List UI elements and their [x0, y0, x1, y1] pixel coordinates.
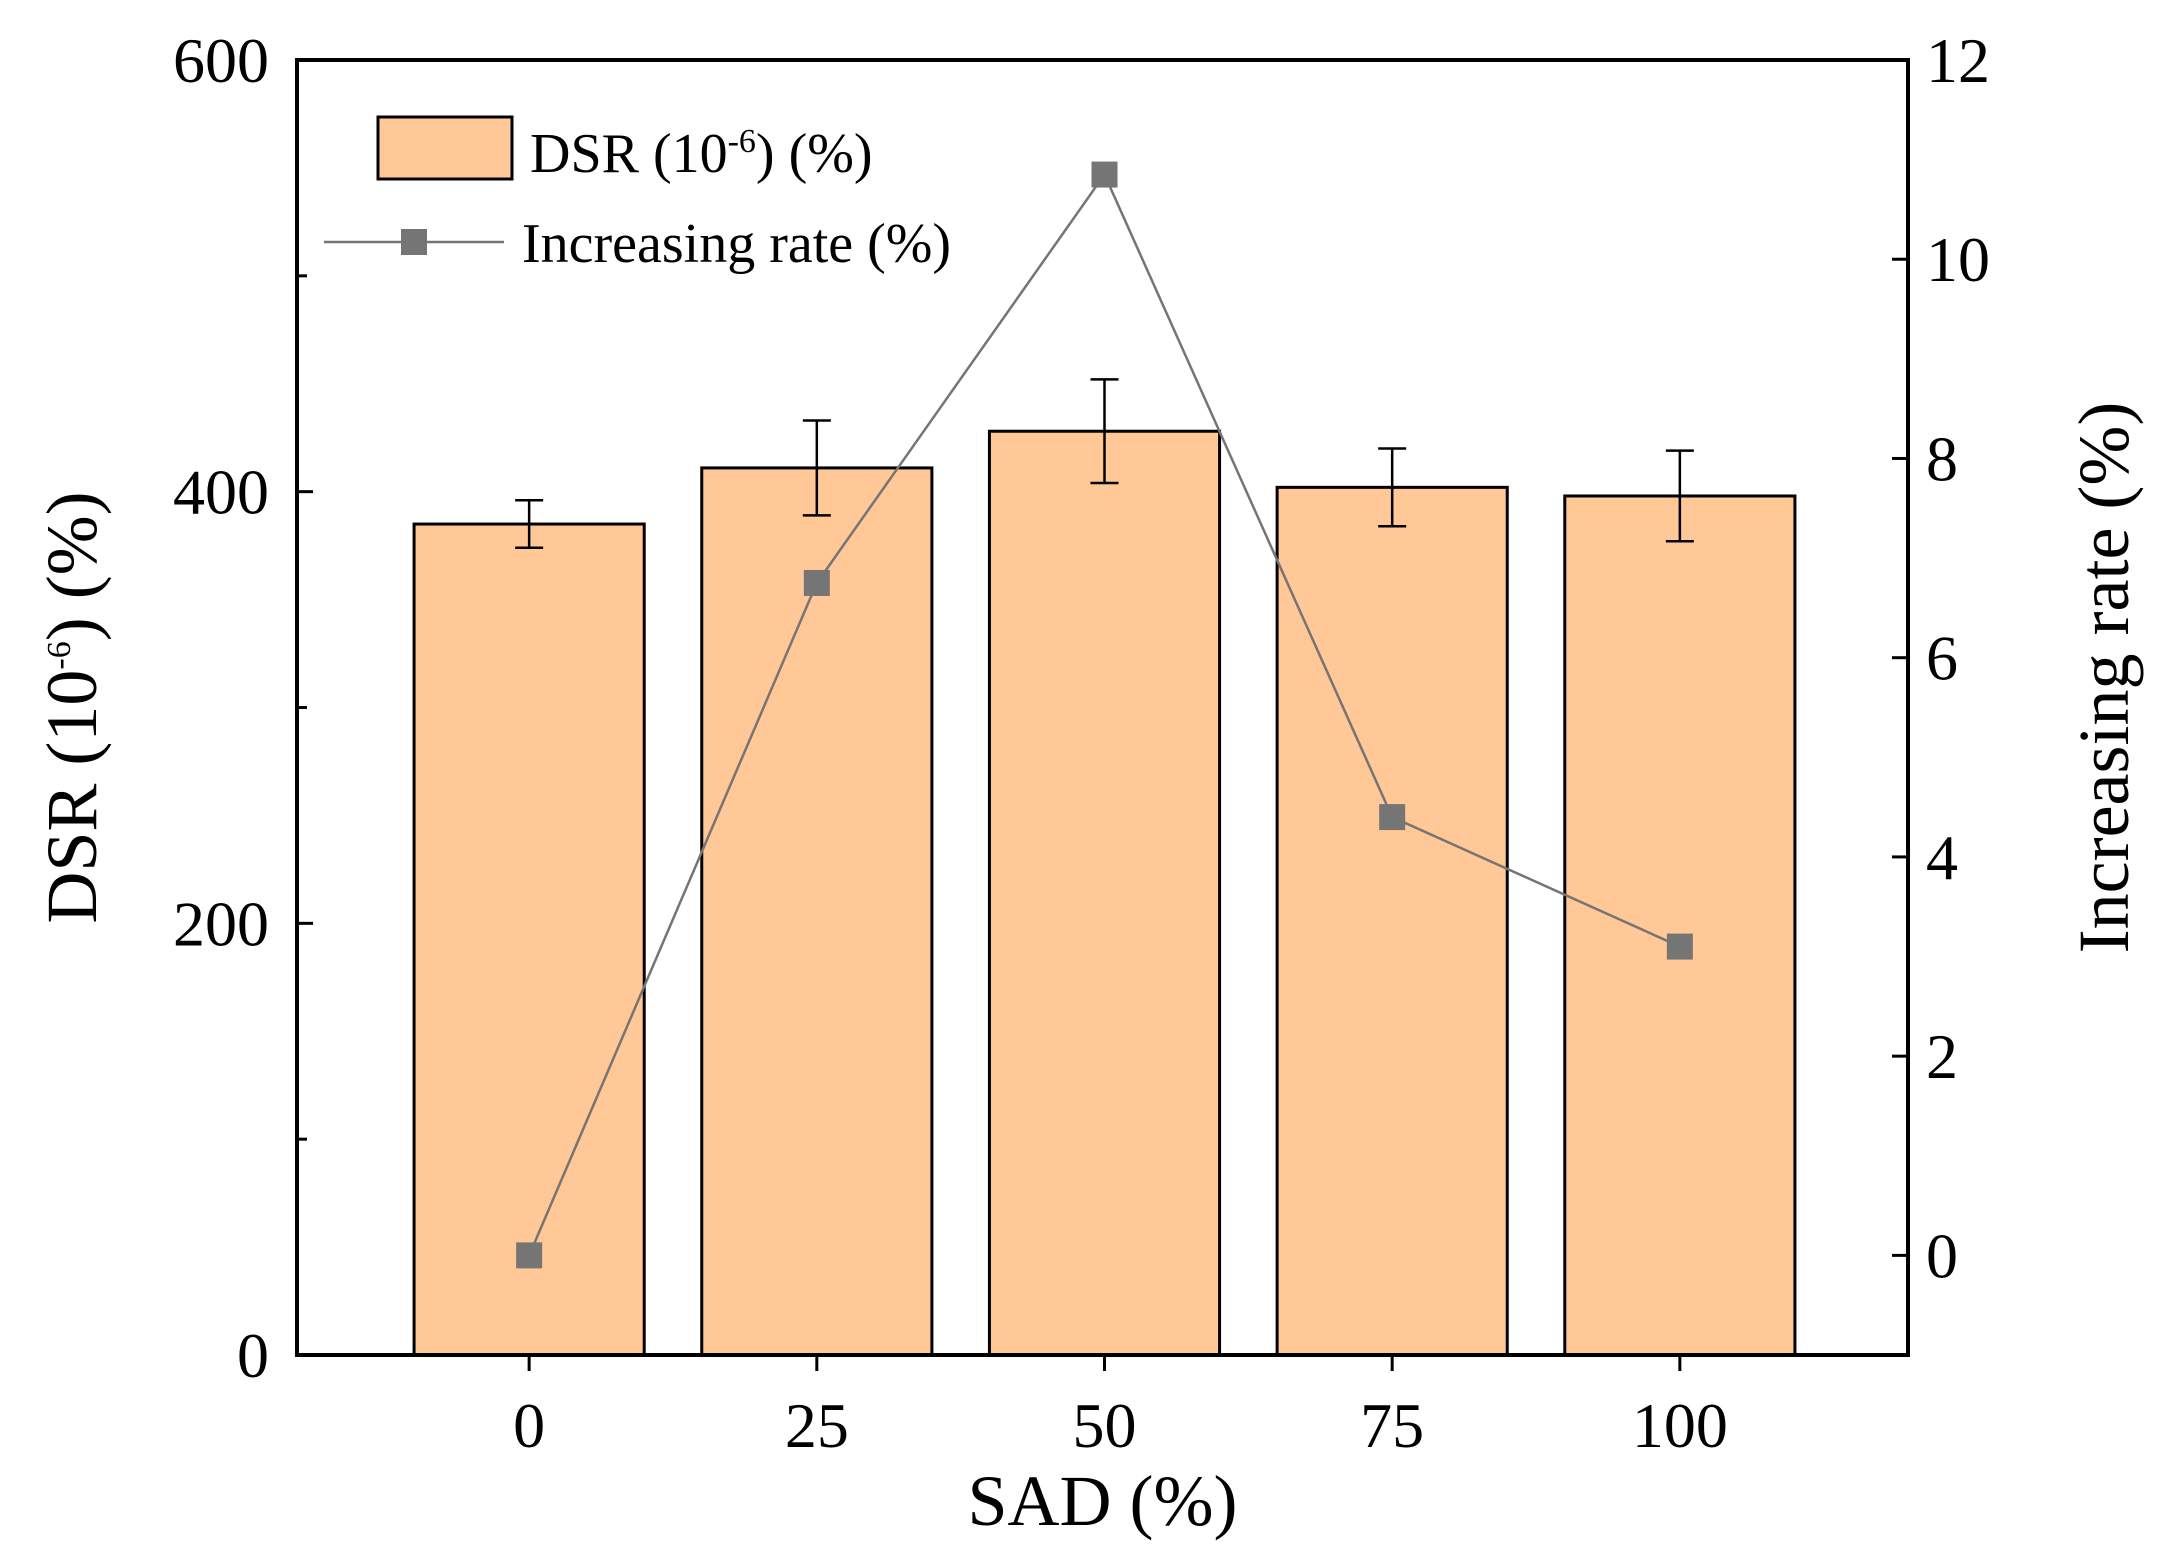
legend-label-dsr-prefix: DSR (10 — [530, 123, 728, 185]
legend-swatch-dsr — [376, 115, 514, 181]
y-right-tick-label-0: 0 — [1926, 1220, 1958, 1291]
y-right-tick-label-8: 8 — [1926, 423, 1958, 494]
bar-0 — [412, 522, 646, 1357]
bar-100 — [1563, 494, 1797, 1357]
increasing-rate-point-0 — [516, 1242, 543, 1269]
increasing-rate-line-layer — [516, 161, 1693, 1269]
bar-50 — [987, 429, 1222, 1357]
error-bar-25 — [802, 419, 831, 517]
y-tick-label-600: 600 — [173, 25, 269, 96]
error-bar-0 — [515, 499, 544, 550]
legend-label-dsr-superscript: -6 — [728, 123, 756, 160]
y-axis-title-suffix: ) (%) — [32, 491, 112, 641]
y-tick-label-0: 0 — [237, 1320, 269, 1391]
increasing-rate-point-50 — [1091, 161, 1118, 188]
y-axis-title-superscript: -6 — [41, 641, 78, 669]
y-right-tick-label-6: 6 — [1926, 623, 1958, 694]
bar-75 — [1275, 485, 1509, 1357]
x-tick-label-75: 75 — [1360, 1390, 1424, 1461]
increasing-rate-point-75 — [1379, 804, 1406, 831]
y-right-tick-label-12: 12 — [1926, 25, 1990, 96]
x-tick-label-50: 50 — [1073, 1390, 1137, 1461]
error-bar-75 — [1378, 447, 1407, 528]
y-right-tick-label-10: 10 — [1926, 224, 1990, 295]
bar-25 — [700, 466, 934, 1357]
legend-label-dsr-suffix: ) (%) — [756, 123, 873, 185]
y-axis-right-title: Increasing rate (%) — [2064, 402, 2144, 954]
increasing-rate-point-100 — [1666, 933, 1693, 960]
axis-titles-layer: SAD (%) DSR (10-6) (%) Increasing rate (… — [32, 402, 2144, 1541]
y-tick-label-400: 400 — [173, 457, 269, 528]
x-tick-label-100: 100 — [1632, 1390, 1728, 1461]
error-bar-50 — [1090, 378, 1119, 485]
legend: DSR (10-6) (%) Increasing rate (%) — [324, 115, 951, 275]
bars-layer — [412, 429, 1797, 1357]
legend-label-increasing-rate: Increasing rate (%) — [522, 213, 951, 275]
x-tick-label-0: 0 — [513, 1390, 545, 1461]
y-right-tick-label-4: 4 — [1926, 822, 1958, 893]
x-axis-title: SAD (%) — [968, 1461, 1238, 1541]
y-axis-title: DSR (10-6) (%) — [32, 491, 112, 923]
x-tick-label-25: 25 — [785, 1390, 849, 1461]
y-axis-title-prefix: DSR (10 — [32, 670, 112, 924]
error-bars-layer — [515, 378, 1694, 550]
error-bar-100 — [1665, 449, 1694, 543]
y-right-tick-label-2: 2 — [1926, 1021, 1958, 1092]
increasing-rate-point-25 — [803, 569, 830, 596]
legend-label-dsr: DSR (10-6) (%) — [530, 123, 873, 185]
y-tick-label-200: 200 — [173, 888, 269, 959]
ticks-layer: 0 200 400 600 0 2 4 6 8 10 12 0 25 50 75 100 — [173, 25, 1990, 1461]
legend-marker-increasing-rate — [401, 229, 427, 255]
